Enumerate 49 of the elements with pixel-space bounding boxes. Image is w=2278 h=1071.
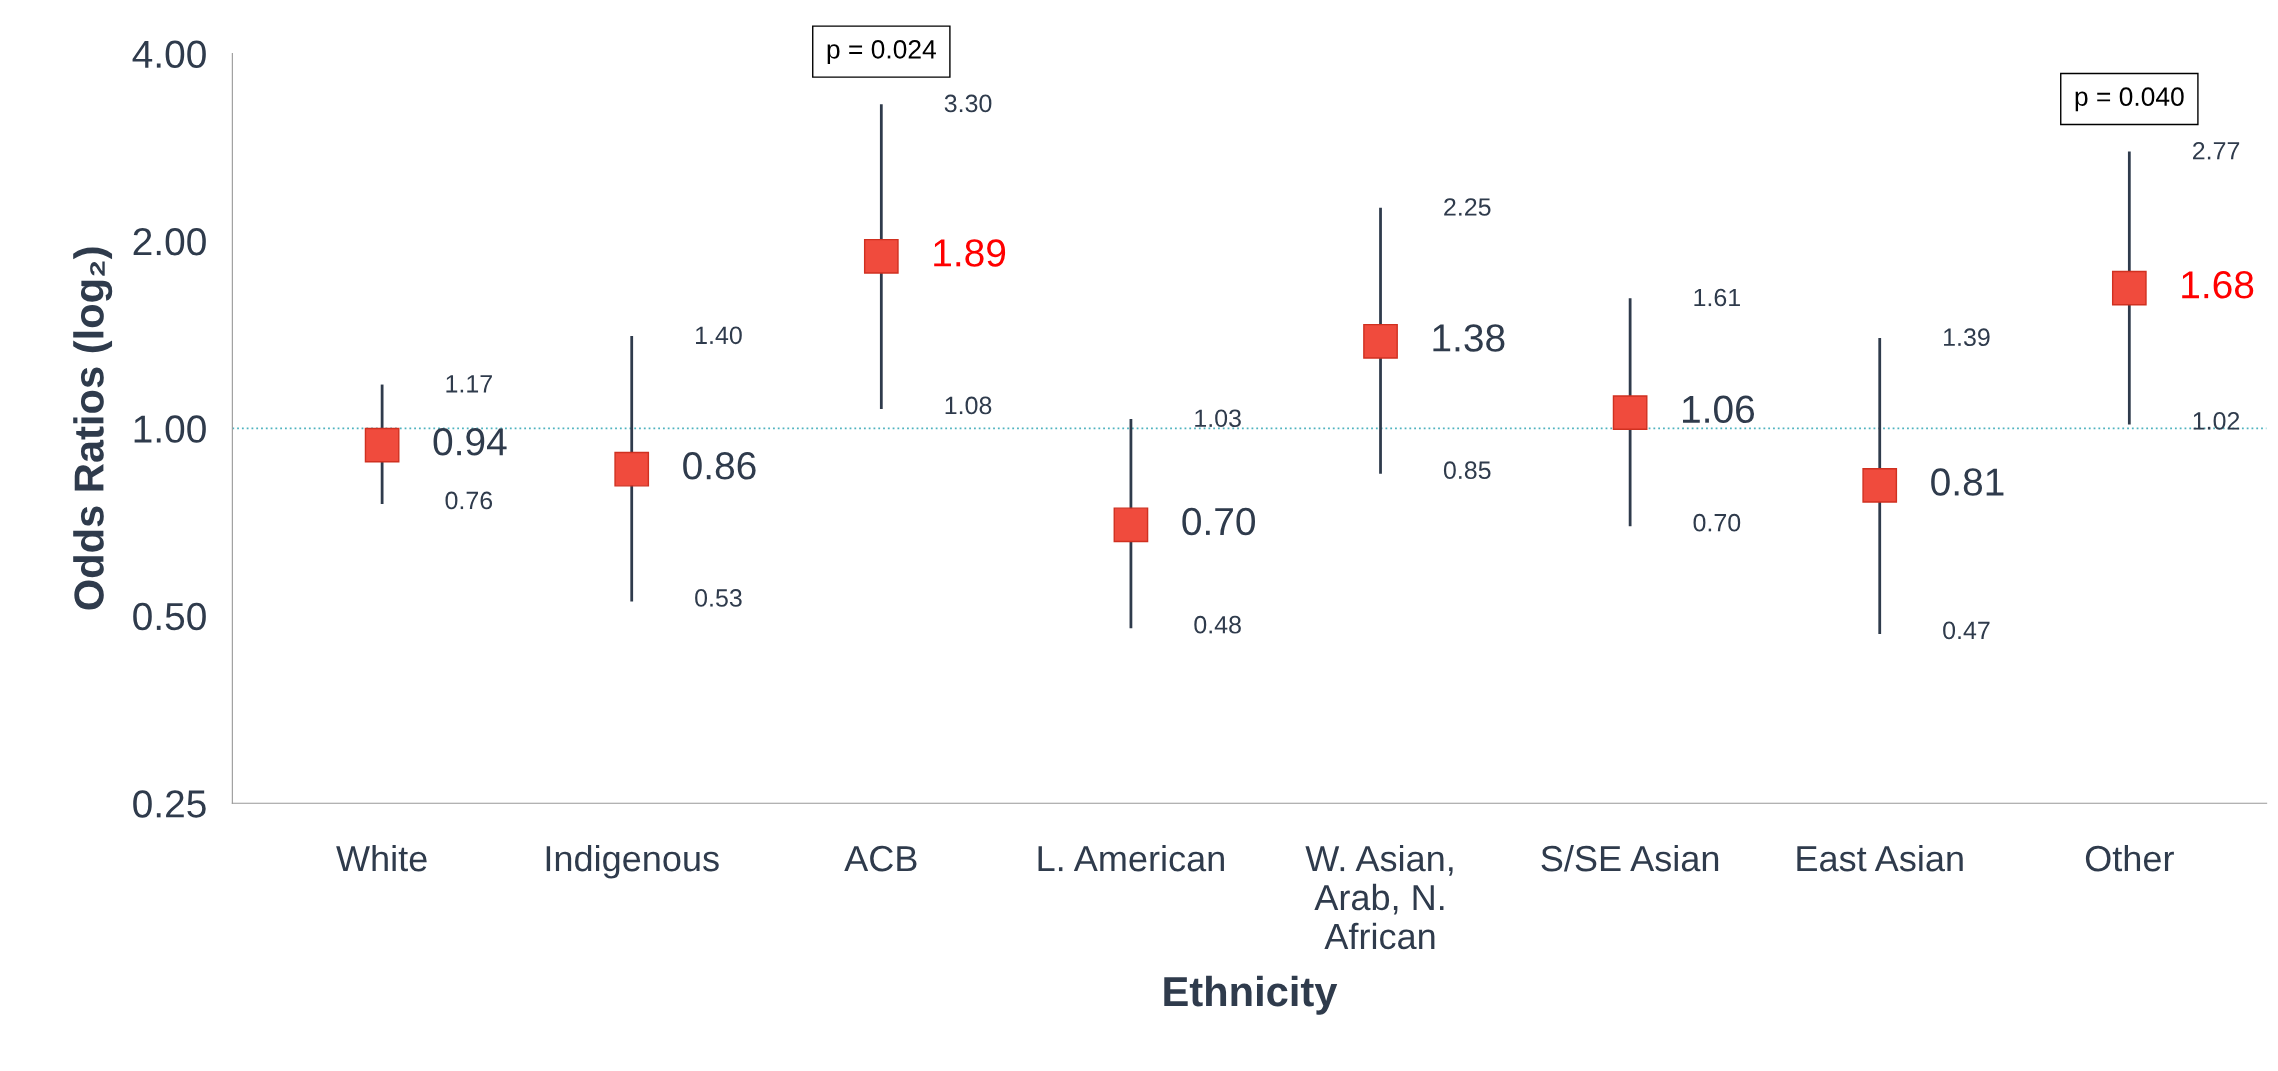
annotation: 1.17 xyxy=(446,375,492,393)
point xyxy=(2111,270,2147,306)
annotation: 0.47 xyxy=(1943,621,1990,640)
data-label: 0.81 xyxy=(1931,468,2004,496)
x-tick-label: East Asian xyxy=(1797,844,1963,872)
annotation: 0.70 xyxy=(1693,513,1741,532)
data-label: 1.68 xyxy=(2182,271,2254,299)
data-label: 0.86 xyxy=(683,452,756,480)
annotation: p = 0.040 xyxy=(2075,87,2184,112)
annotation: 1.40 xyxy=(696,326,742,345)
annotation: 0.76 xyxy=(445,491,493,510)
annotation: 3.30 xyxy=(944,94,992,113)
point xyxy=(1612,395,1648,431)
x-tick-label: L. American xyxy=(1038,844,1224,872)
y-tick-label: 4.00 xyxy=(132,40,206,69)
y-tick-label: 0.50 xyxy=(133,602,206,631)
point xyxy=(1363,323,1398,359)
point xyxy=(614,451,650,487)
x-tick-label: ACB xyxy=(844,845,917,872)
y-tick-label: 2.00 xyxy=(133,227,206,256)
annotation: 0.85 xyxy=(1443,461,1491,480)
annotation: 1.61 xyxy=(1694,288,1740,307)
annotation: 0.48 xyxy=(1194,615,1241,634)
annotation: 1.08 xyxy=(945,396,992,415)
x-tick-label: Indigenous xyxy=(546,844,719,879)
point xyxy=(364,427,400,463)
annotation: 0.53 xyxy=(695,589,742,607)
point xyxy=(1862,468,1898,503)
x-tick-label: White xyxy=(336,844,427,872)
annotation: 2.25 xyxy=(1444,198,1491,216)
point xyxy=(863,238,899,274)
x-tick-label: W. Asian, Arab, N. African xyxy=(1305,844,1453,950)
x-axis-title: Ethnicity xyxy=(1164,975,1338,1015)
x-tick-label: Other xyxy=(2085,844,2174,872)
y-tick-label: 1.00 xyxy=(134,415,206,443)
data-label: 1.89 xyxy=(934,239,1006,267)
annotation: p = 0.024 xyxy=(827,40,936,64)
annotation: 1.39 xyxy=(1944,328,1990,347)
annotation: 1.03 xyxy=(1195,409,1241,428)
data-label: 0.70 xyxy=(1182,507,1256,536)
data-label: 0.94 xyxy=(433,428,507,456)
data-label: 1.38 xyxy=(1433,324,1505,352)
annotation: 2.77 xyxy=(2192,141,2240,160)
point xyxy=(1113,507,1149,543)
data-label: 1.06 xyxy=(1683,395,1755,424)
x-tick-label: S/SE Asian xyxy=(1541,844,1719,872)
y-tick-label: 0.25 xyxy=(133,790,206,818)
y-axis-title: Odds Ratios (log₂) xyxy=(73,247,113,610)
annotation: 1.02 xyxy=(2193,412,2240,430)
